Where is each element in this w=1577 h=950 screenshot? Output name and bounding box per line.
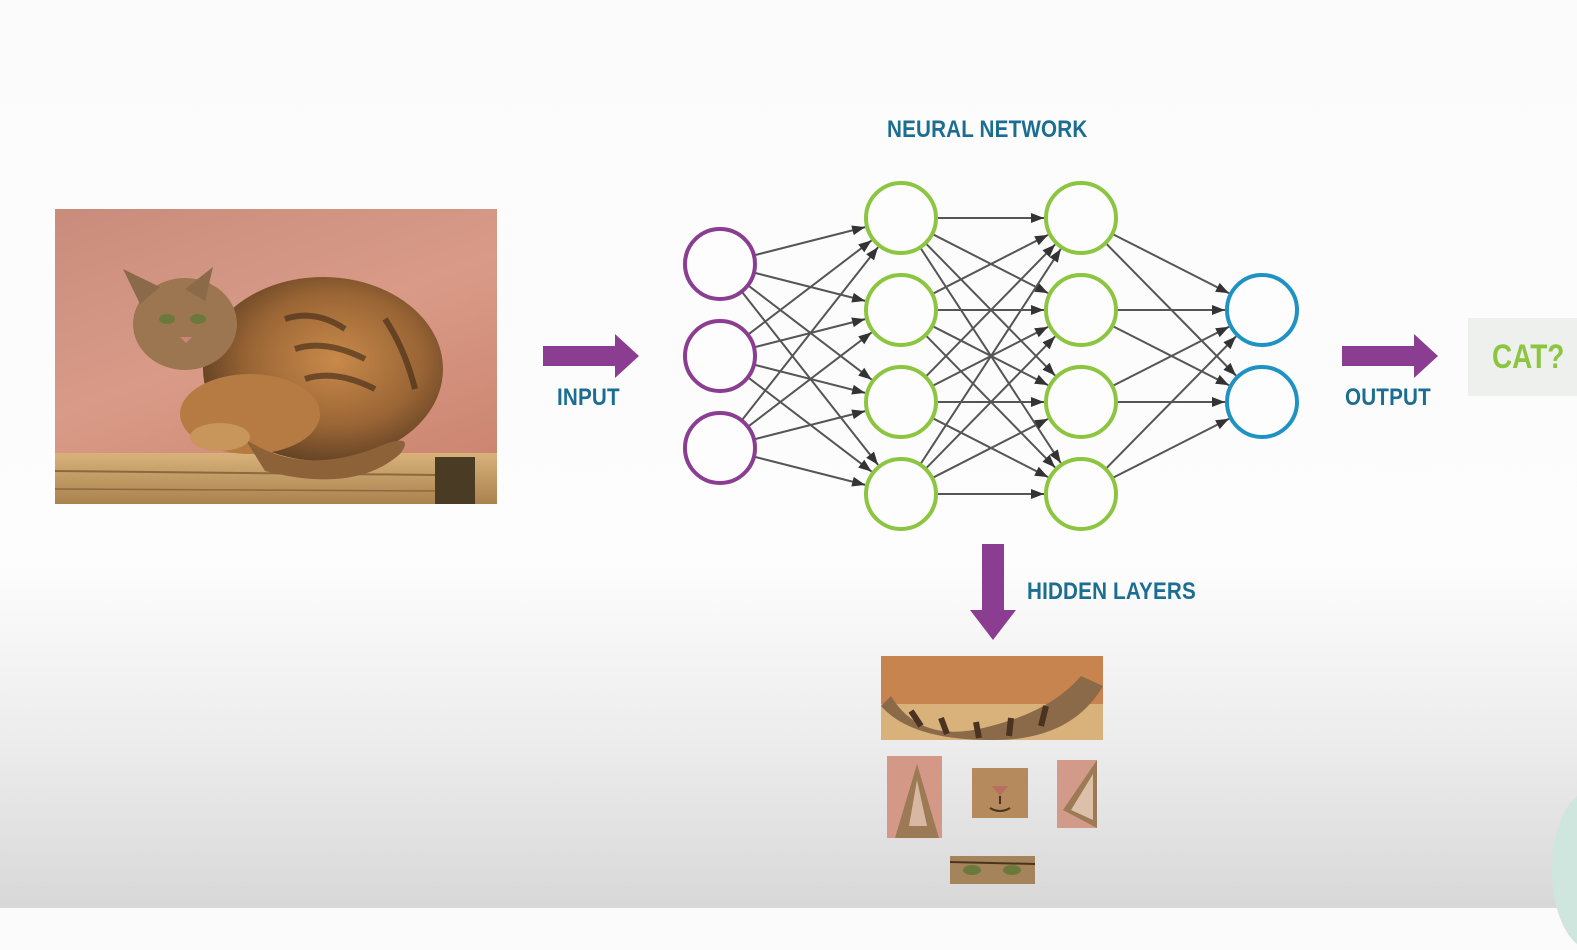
- edge-arrowhead: [1034, 466, 1049, 478]
- network-edge: [931, 233, 1049, 295]
- edge-arrowhead: [1223, 362, 1237, 376]
- edge-arrowhead: [1212, 305, 1225, 315]
- edge-arrowhead: [1031, 213, 1044, 223]
- edge-arrowhead: [1042, 454, 1056, 468]
- edge-arrowhead: [1049, 248, 1061, 263]
- network-edge: [924, 243, 1056, 378]
- edge-arrowhead: [858, 240, 872, 253]
- edge-arrowhead: [851, 225, 866, 236]
- input-label: INPUT: [557, 384, 620, 411]
- network-edge: [931, 417, 1049, 479]
- edge-arrowhead: [858, 459, 872, 472]
- edge-arrowhead: [851, 292, 866, 303]
- hidden-2-node: [1044, 365, 1118, 439]
- hidden-layers-label: HIDDEN LAYERS: [1027, 578, 1196, 605]
- edge-arrowhead: [1212, 397, 1225, 407]
- edge-arrowhead: [858, 332, 872, 345]
- network-edge: [924, 335, 1056, 470]
- edge-arrowhead: [851, 476, 866, 487]
- edge-arrowhead: [851, 384, 866, 395]
- network-edge: [753, 226, 866, 257]
- output-result-box: CAT?: [1468, 318, 1577, 396]
- hidden-1-node: [864, 365, 938, 439]
- hidden-1-node: [864, 457, 938, 531]
- edge-arrowhead: [851, 409, 866, 420]
- input-arrow-icon: [543, 334, 639, 378]
- edge-arrowhead: [1049, 449, 1061, 464]
- hidden-2-node: [1044, 457, 1118, 531]
- network-edge: [740, 246, 879, 422]
- cat-ear-side-crop: [1057, 760, 1097, 828]
- network-title: NEURAL NETWORK: [887, 116, 1088, 143]
- network-edge: [919, 248, 1062, 466]
- edge-arrowhead: [1215, 282, 1230, 294]
- edge-arrowhead: [1031, 397, 1044, 407]
- input-node: [683, 411, 757, 485]
- edge-arrowhead: [1215, 374, 1230, 386]
- edge-arrowhead: [1034, 418, 1049, 430]
- network-edge: [753, 455, 866, 486]
- network-edge: [753, 410, 866, 441]
- edge-arrowhead: [1042, 362, 1056, 376]
- edge-arrowhead: [1034, 374, 1049, 386]
- edge-arrowhead: [866, 247, 879, 261]
- cat-ear-crop: [887, 756, 942, 838]
- edge-arrowhead: [851, 317, 866, 328]
- network-edge: [1111, 325, 1230, 388]
- edge-arrowhead: [1042, 244, 1056, 258]
- corner-decoration: [1552, 790, 1577, 950]
- edge-arrowhead: [1031, 489, 1044, 499]
- network-edge: [1111, 417, 1230, 480]
- hidden-1-node: [864, 181, 938, 255]
- hidden-layers-arrow-icon: [970, 544, 1016, 640]
- output-node: [1225, 273, 1299, 347]
- network-edge: [1104, 335, 1237, 470]
- cat-tail-crop: [881, 656, 1103, 740]
- hidden-1-node: [864, 273, 938, 347]
- network-edge: [747, 331, 873, 428]
- network-edge: [747, 239, 873, 336]
- input-node: [683, 319, 757, 393]
- edge-arrowhead: [1042, 336, 1056, 350]
- edge-arrowhead: [866, 451, 879, 465]
- edge-arrowhead: [1215, 418, 1230, 430]
- output-arrow-icon: [1342, 334, 1438, 378]
- output-result-text: CAT?: [1492, 338, 1565, 376]
- cat-nose-crop: [972, 768, 1028, 818]
- cat-photo: [55, 209, 497, 504]
- edge-arrowhead: [1223, 336, 1237, 350]
- edge-arrowhead: [858, 367, 872, 380]
- output-label: OUTPUT: [1345, 384, 1431, 411]
- hidden-2-node: [1044, 181, 1118, 255]
- edge-arrowhead: [1031, 305, 1044, 315]
- edge-arrowhead: [1215, 326, 1230, 338]
- edge-arrowhead: [1034, 326, 1049, 338]
- hidden-2-node: [1044, 273, 1118, 347]
- neural-network-diagram: [683, 181, 1299, 531]
- input-node: [683, 227, 757, 301]
- cat-eyes-crop: [950, 856, 1035, 884]
- edge-arrowhead: [1034, 234, 1049, 246]
- network-edge: [1111, 232, 1230, 295]
- output-node: [1225, 365, 1299, 439]
